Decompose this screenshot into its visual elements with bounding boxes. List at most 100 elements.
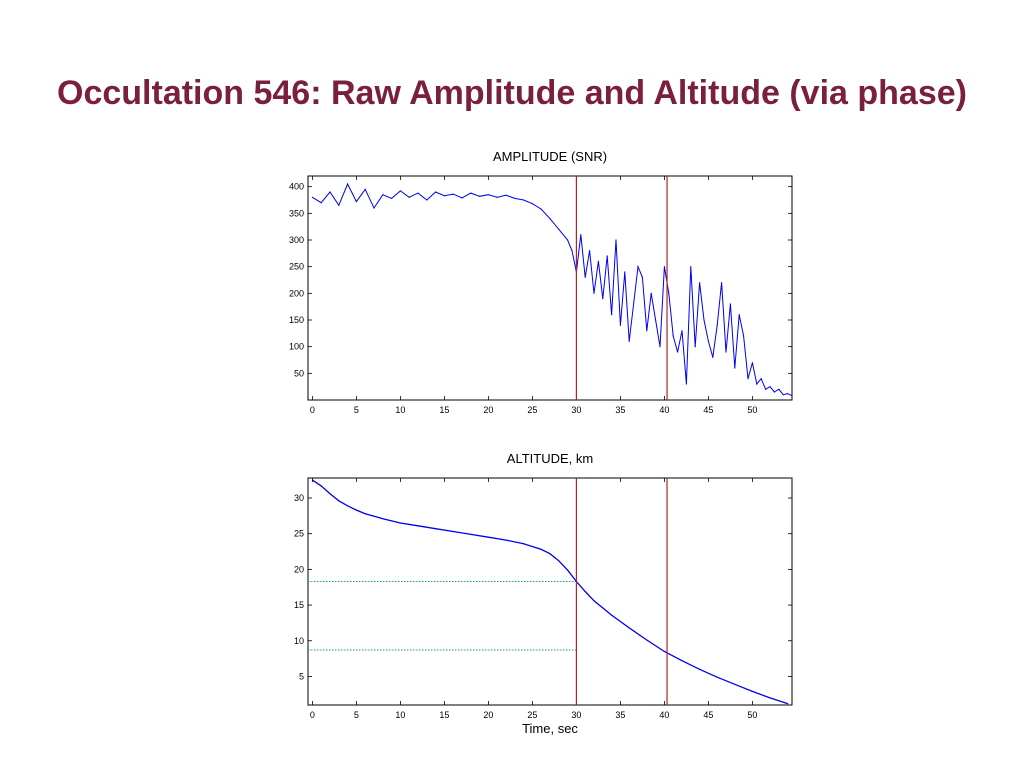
y-tick-label: 250 xyxy=(289,262,304,272)
data-point xyxy=(584,590,586,593)
x-tick-label: 0 xyxy=(310,710,315,720)
data-point xyxy=(461,197,463,199)
data-point xyxy=(311,196,313,198)
data-point xyxy=(558,560,560,562)
data-point xyxy=(624,271,626,273)
data-point xyxy=(703,319,705,321)
y-tick-label: 300 xyxy=(289,235,304,245)
data-point xyxy=(417,525,419,527)
data-point xyxy=(633,303,635,305)
data-point xyxy=(681,330,683,332)
data-point xyxy=(320,485,322,487)
data-point xyxy=(364,188,366,190)
altitude-series-line xyxy=(312,479,788,705)
data-point xyxy=(611,614,613,616)
data-point xyxy=(382,518,384,520)
data-point xyxy=(734,683,736,685)
y-tick-label: 150 xyxy=(289,315,304,325)
x-tick-label: 15 xyxy=(439,405,449,415)
data-point xyxy=(417,192,419,194)
x-tick-label: 25 xyxy=(527,710,537,720)
y-tick-label: 200 xyxy=(289,288,304,298)
x-tick-label: 5 xyxy=(354,405,359,415)
data-point xyxy=(514,197,516,199)
y-tick-label: 50 xyxy=(294,368,304,378)
plot-title: AMPLITUDE (SNR) xyxy=(493,149,607,164)
y-tick-label: 5 xyxy=(299,671,304,681)
data-point xyxy=(523,543,525,545)
data-point xyxy=(690,266,692,268)
data-point xyxy=(773,391,776,393)
data-point xyxy=(734,367,736,369)
data-point xyxy=(677,351,679,353)
data-point xyxy=(769,386,771,388)
data-point xyxy=(641,276,644,278)
data-point xyxy=(347,505,349,507)
data-point xyxy=(567,239,569,241)
data-point xyxy=(743,335,745,337)
data-point xyxy=(408,196,410,198)
data-point xyxy=(782,394,784,396)
plot-frame xyxy=(307,175,793,401)
data-point xyxy=(765,388,767,390)
data-point xyxy=(382,194,384,196)
y-tick-label: 15 xyxy=(294,600,304,610)
data-point xyxy=(426,199,428,201)
data-point xyxy=(725,351,727,353)
data-point xyxy=(355,201,357,203)
data-point xyxy=(672,335,674,337)
data-point xyxy=(593,292,595,294)
data-point xyxy=(628,627,630,629)
data-point xyxy=(738,314,740,316)
y-tick-label: 100 xyxy=(289,342,304,352)
data-point xyxy=(628,340,630,342)
x-tick-label: 40 xyxy=(659,710,669,720)
y-tick-label: 30 xyxy=(294,493,304,503)
data-point xyxy=(571,250,573,252)
data-point xyxy=(756,383,758,385)
data-point xyxy=(778,388,780,390)
data-point xyxy=(355,509,357,511)
data-point xyxy=(619,324,622,326)
data-point xyxy=(699,282,701,284)
x-tick-label: 15 xyxy=(439,710,449,720)
data-point xyxy=(729,303,732,305)
amplitude-plot: AMPLITUDE (SNR) 0 5 10 15 20 25 30 35 40 45 50 50 100… xyxy=(289,149,793,415)
data-point xyxy=(650,292,652,294)
data-point xyxy=(496,196,498,198)
data-point xyxy=(558,228,560,230)
data-point xyxy=(659,346,661,348)
data-point xyxy=(769,697,771,699)
data-point xyxy=(751,362,754,364)
data-point xyxy=(338,500,340,502)
data-point xyxy=(505,539,507,541)
data-point xyxy=(479,195,481,197)
x-tick-label: 10 xyxy=(395,405,405,415)
x-tick-label: 45 xyxy=(703,710,713,720)
data-point xyxy=(540,208,542,210)
data-point xyxy=(443,195,445,197)
data-point xyxy=(523,199,525,201)
slide-title: Occultation 546: Raw Amplitude and Altit… xyxy=(57,74,967,112)
y-tick-label: 10 xyxy=(294,636,304,646)
x-tick-label: 20 xyxy=(483,710,493,720)
data-point xyxy=(663,266,666,268)
data-point xyxy=(452,193,454,195)
data-point xyxy=(721,282,723,284)
data-point xyxy=(580,234,582,236)
x-tick-label: 45 xyxy=(703,405,713,415)
data-point xyxy=(760,378,762,380)
y-tick-label: 350 xyxy=(289,208,304,218)
x-tick-label: 25 xyxy=(527,405,537,415)
data-point xyxy=(435,528,437,530)
data-point xyxy=(320,202,322,204)
data-point xyxy=(716,676,718,678)
x-tick-label: 50 xyxy=(747,405,757,415)
data-point xyxy=(716,324,718,326)
x-axis-label: Time, sec xyxy=(522,721,578,736)
data-point xyxy=(685,383,688,385)
data-point xyxy=(487,194,489,196)
data-point xyxy=(699,668,701,670)
x-tick-label: 10 xyxy=(395,710,405,720)
